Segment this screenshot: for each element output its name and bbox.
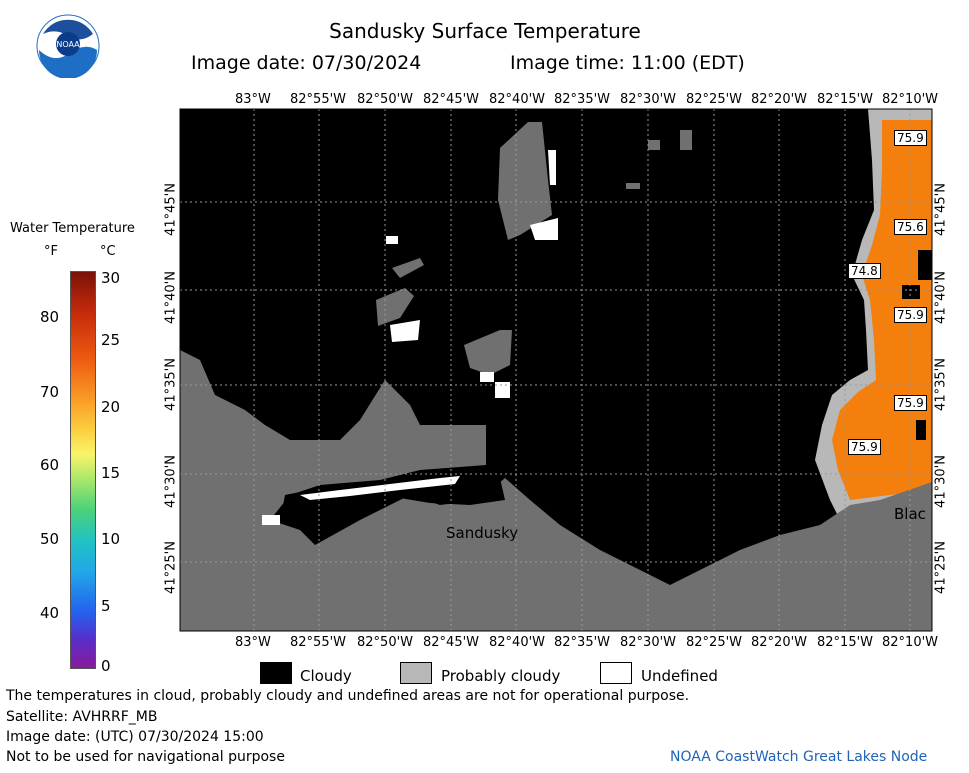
cloudy-patch: [918, 250, 932, 280]
f-tick: 40: [40, 604, 60, 622]
unit-celsius: °C: [100, 244, 116, 259]
lon-tick-top: 82°35'W: [554, 92, 611, 107]
temperature-label: 75.6: [894, 219, 927, 235]
place-label-blac: Blac: [894, 505, 926, 523]
undefined-area: [390, 320, 510, 398]
lat-tick-left: 41°25'N: [163, 541, 179, 594]
small-island: [626, 183, 640, 189]
south-bass-island: [464, 330, 512, 375]
lon-tick-bottom: 82°35'W: [554, 635, 611, 650]
graticule: [180, 109, 932, 631]
lon-tick-top: 82°45'W: [423, 92, 480, 107]
lon-tick-bottom: 82°50'W: [357, 635, 414, 650]
navigation-warning: Not to be used for navigational purpose: [6, 749, 285, 765]
north-bass-island: [392, 258, 424, 278]
lat-tick-right: 41°45'N: [933, 183, 949, 236]
utc-date-text: Image date: (UTC) 07/30/2024 15:00: [6, 729, 264, 745]
lon-tick-top: 82°40'W: [489, 92, 546, 107]
lon-tick-bottom: 82°20'W: [751, 635, 808, 650]
lon-tick-bottom: 83°W: [235, 635, 271, 650]
lon-tick-top: 82°10'W: [882, 92, 939, 107]
lon-tick-top: 82°15'W: [817, 92, 874, 107]
small-island: [648, 140, 660, 150]
legend-swatch-cloudy: [260, 662, 292, 684]
c-tick: 0: [101, 657, 111, 675]
page-title: Sandusky Surface Temperature: [329, 19, 641, 43]
cloudy-patch: [916, 420, 926, 440]
cloudy-patch: [902, 285, 920, 299]
lon-tick-top: 83°W: [235, 92, 271, 107]
noaa-logo-text: NOAA: [56, 40, 80, 49]
lat-tick-right: 41°35'N: [933, 358, 949, 411]
small-island: [680, 130, 692, 150]
temperature-label: 75.9: [894, 130, 927, 146]
lon-tick-bottom: 82°10'W: [882, 635, 939, 650]
place-label-sandusky: Sandusky: [446, 524, 519, 542]
kelleys-island: [498, 122, 552, 240]
temperature-label: 74.8: [848, 263, 881, 279]
undefined-area: [300, 476, 460, 500]
c-tick: 10: [101, 530, 121, 548]
temperature-label: 75.9: [848, 439, 881, 455]
colorbar-title: Water Temperature: [10, 221, 135, 236]
lon-tick-bottom: 82°40'W: [489, 635, 546, 650]
lat-tick-left: 41°40'N: [163, 271, 179, 324]
image-date: Image date: 07/30/2024: [191, 52, 422, 74]
lat-tick-right: 41°30'N: [933, 455, 949, 508]
sandusky-bay: [280, 468, 505, 540]
f-tick: 60: [40, 456, 60, 474]
lon-tick-top: 82°20'W: [751, 92, 808, 107]
satellite-text: Satellite: AVHRRF_MB: [6, 709, 158, 725]
lon-tick-bottom: 82°55'W: [290, 635, 347, 650]
image-time: Image time: 11:00 (EDT): [510, 52, 745, 74]
land-area: [180, 350, 932, 631]
lon-tick-top: 82°30'W: [620, 92, 677, 107]
legend-swatch-probably-cloudy: [400, 662, 432, 684]
legend-label-probably-cloudy: Probably cloudy: [441, 667, 561, 685]
f-tick: 50: [40, 530, 60, 548]
legend-label-undefined: Undefined: [641, 667, 718, 685]
lon-tick-top: 82°50'W: [357, 92, 414, 107]
undefined-area: [386, 236, 398, 244]
credit-link[interactable]: NOAA CoastWatch Great Lakes Node: [670, 749, 928, 765]
noaa-logo: NOAA: [36, 14, 100, 78]
c-tick: 30: [101, 269, 121, 287]
legend-swatch-undefined: [600, 662, 632, 684]
colorbar-gradient: [70, 271, 96, 669]
temperature-label: 75.9: [894, 395, 927, 411]
c-tick: 25: [101, 331, 121, 349]
unit-fahrenheit: °F: [44, 244, 58, 259]
lon-tick-top: 82°55'W: [290, 92, 347, 107]
lat-tick-left: 41°30'N: [163, 455, 179, 508]
lat-tick-right: 41°25'N: [933, 541, 949, 594]
lat-tick-left: 41°45'N: [163, 183, 179, 236]
undefined-area: [262, 515, 280, 525]
lon-tick-bottom: 82°30'W: [620, 635, 677, 650]
middle-bass-island: [376, 288, 414, 326]
lat-tick-left: 41°35'N: [163, 358, 179, 411]
lat-tick-right: 41°40'N: [933, 271, 949, 324]
map-border: [179, 108, 933, 632]
c-tick: 5: [101, 597, 111, 615]
f-tick: 70: [40, 383, 60, 401]
disclaimer-text: The temperatures in cloud, probably clou…: [6, 688, 690, 704]
legend-label-cloudy: Cloudy: [300, 667, 352, 685]
lon-tick-top: 82°25'W: [686, 92, 743, 107]
c-tick: 20: [101, 398, 121, 416]
temperature-label: 75.9: [894, 307, 927, 323]
lon-tick-bottom: 82°15'W: [817, 635, 874, 650]
undefined-area: [530, 150, 558, 240]
lon-tick-bottom: 82°45'W: [423, 635, 480, 650]
lon-tick-bottom: 82°25'W: [686, 635, 743, 650]
f-tick: 80: [40, 308, 60, 326]
c-tick: 15: [101, 464, 121, 482]
